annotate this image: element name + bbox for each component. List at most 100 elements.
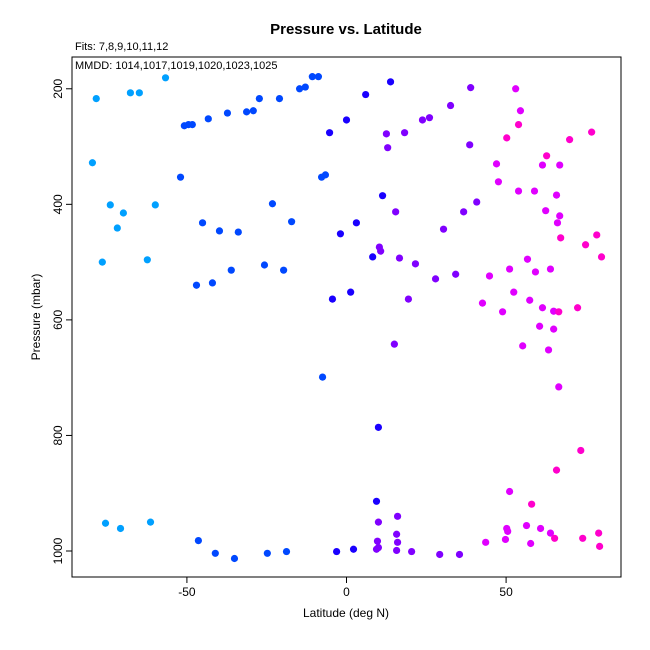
- data-point: [352, 219, 360, 227]
- data-point: [522, 521, 531, 530]
- x-tick-label: -50: [178, 585, 196, 599]
- data-point: [498, 308, 507, 316]
- data-point: [425, 114, 434, 122]
- data-point: [347, 288, 355, 296]
- data-point: [418, 116, 427, 124]
- data-point: [204, 115, 212, 123]
- data-point: [301, 83, 309, 91]
- data-point: [526, 296, 534, 304]
- data-point: [527, 539, 535, 548]
- data-point: [551, 534, 559, 542]
- data-point: [467, 84, 475, 92]
- data-point: [492, 160, 501, 168]
- data-point: [400, 129, 409, 137]
- data-point: [208, 279, 217, 287]
- data-point: [543, 152, 551, 160]
- data-point: [314, 73, 323, 81]
- data-point: [268, 200, 277, 208]
- data-point: [552, 466, 561, 474]
- data-point: [523, 255, 532, 263]
- data-point: [135, 89, 143, 97]
- data-point: [504, 527, 512, 535]
- data-point: [318, 373, 327, 381]
- data-point: [536, 322, 544, 330]
- data-point: [113, 224, 121, 232]
- data-point: [556, 212, 564, 220]
- x-tick-label: 50: [499, 585, 513, 599]
- data-point: [116, 524, 125, 533]
- data-point: [263, 549, 271, 557]
- data-point: [516, 107, 525, 115]
- data-point: [506, 487, 514, 496]
- data-point: [566, 136, 574, 144]
- data-point: [395, 254, 404, 262]
- data-point: [538, 304, 547, 312]
- data-point: [321, 171, 330, 179]
- data-point: [234, 228, 242, 236]
- y-tick-label: 800: [51, 425, 65, 445]
- data-point: [530, 187, 539, 195]
- data-point: [544, 346, 553, 354]
- data-point: [223, 109, 232, 117]
- data-point: [373, 537, 382, 545]
- y-tick-label: 400: [51, 194, 65, 214]
- data-point: [556, 161, 564, 169]
- data-point: [249, 107, 257, 115]
- data-point: [382, 130, 390, 138]
- y-tick-label: 200: [51, 78, 65, 98]
- data-point: [362, 90, 370, 99]
- data-point: [446, 101, 455, 110]
- data-point: [392, 208, 400, 216]
- data-point: [552, 191, 561, 199]
- data-point: [242, 108, 251, 116]
- data-point: [288, 218, 296, 226]
- data-point: [596, 542, 604, 550]
- x-tick-label: 0: [343, 585, 350, 599]
- data-point: [577, 446, 585, 455]
- data-point: [478, 299, 487, 307]
- data-point: [386, 78, 395, 86]
- data-point: [211, 549, 219, 557]
- data-point: [260, 261, 269, 269]
- data-point: [230, 554, 239, 563]
- data-point: [282, 547, 291, 556]
- data-point: [519, 342, 527, 350]
- data-point: [531, 268, 540, 276]
- data-point: [550, 325, 558, 333]
- data-point: [538, 161, 547, 169]
- data-point: [555, 308, 563, 316]
- data-point: [161, 74, 170, 82]
- data-point: [439, 225, 448, 233]
- data-point: [146, 518, 155, 526]
- data-point: [227, 266, 235, 274]
- data-point: [557, 234, 565, 242]
- date-annotation: MMDD: 1014,1017,1019,1020,1023,1025: [75, 60, 277, 72]
- data-points: [88, 73, 606, 563]
- data-point: [393, 546, 401, 555]
- data-point: [92, 95, 100, 103]
- data-point: [192, 281, 201, 289]
- data-point: [546, 265, 555, 273]
- data-point: [553, 219, 562, 227]
- data-point: [176, 173, 185, 181]
- data-point: [460, 208, 468, 216]
- data-point: [328, 295, 337, 303]
- data-point: [378, 192, 387, 200]
- chart-subtitle: Fits: 7,8,9,10,11,12: [75, 41, 168, 53]
- data-point: [506, 265, 514, 273]
- data-point: [325, 129, 334, 137]
- data-point: [593, 231, 601, 239]
- data-point: [452, 270, 460, 278]
- data-point: [126, 89, 135, 97]
- data-point: [98, 258, 106, 266]
- y-axis-label: Pressure (mbar): [29, 274, 43, 361]
- data-point: [546, 529, 555, 537]
- data-point: [455, 550, 464, 559]
- data-point: [510, 288, 518, 296]
- data-point: [573, 304, 582, 312]
- data-point: [514, 121, 523, 129]
- y-tick-label: 600: [51, 310, 65, 330]
- data-point: [255, 95, 263, 103]
- data-point: [393, 530, 401, 538]
